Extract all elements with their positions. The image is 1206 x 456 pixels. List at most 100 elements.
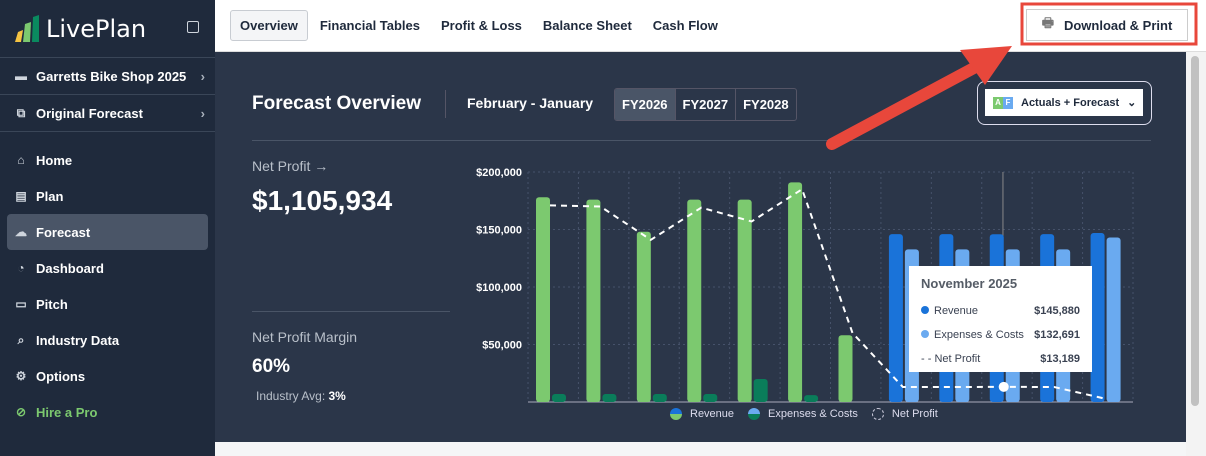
tooltip-label: Revenue <box>934 305 979 317</box>
tab-financial-tables[interactable]: Financial Tables <box>319 18 421 33</box>
fiscal-year-tabs: FY2026 FY2027 FY2028 <box>614 88 797 121</box>
industry-average: Industry Avg: 3% <box>256 389 346 403</box>
download-print-button[interactable]: 🖶 Download & Print <box>1026 9 1188 41</box>
nav-label: Hire a Pro <box>36 404 98 420</box>
legend-revenue[interactable]: Revenue <box>670 408 734 420</box>
nav-industry-data[interactable]: ⌕ Industry Data <box>7 322 208 358</box>
tooltip-value: $132,691 <box>1034 329 1080 341</box>
expenses-bar <box>552 393 566 402</box>
expenses-bar <box>753 379 768 402</box>
forecast-chart: $50,000 $100,000 $150,000 $200,000 <box>476 167 1134 403</box>
compass-icon: ⊘ <box>15 405 27 419</box>
scrollbar[interactable] <box>1186 52 1206 456</box>
nav-label: Industry Data <box>36 332 120 348</box>
y-tick-label: $50,000 <box>482 340 522 352</box>
legend-net-profit[interactable]: Net Profit <box>871 408 938 420</box>
nav-forecast[interactable]: ☁ Forecast <box>7 214 208 250</box>
expenses-bar <box>1106 237 1121 402</box>
nav-label: Dashboard <box>36 260 104 276</box>
nav-options[interactable]: ⚙ Options <box>7 358 208 394</box>
y-tick-label: $200,000 <box>476 167 522 179</box>
tooltip-row: Revenue $145,880 <box>921 299 1080 323</box>
tab-balance-sheet[interactable]: Balance Sheet <box>542 18 632 33</box>
net-profit-value: $1,105,934 <box>252 185 393 216</box>
tooltip-label: - - Net Profit <box>921 353 981 365</box>
book-icon: ▤ <box>15 189 27 203</box>
tooltip-value: $145,880 <box>1034 305 1080 317</box>
revenue-bar <box>687 199 702 402</box>
forecast-icon: ☁ <box>15 225 27 239</box>
copy-icon: ⧉ <box>16 105 26 120</box>
nav-hire-a-pro[interactable]: ⊘ Hire a Pro <box>7 394 208 430</box>
industry-value: 3% <box>328 389 346 403</box>
net-profit-margin-value: 60% <box>252 356 291 377</box>
store-icon: ▬ <box>15 69 27 83</box>
net-profit-swatch-icon <box>871 408 884 420</box>
tooltip-value: $13,189 <box>1040 353 1080 365</box>
logo-text: LivePlan <box>46 14 147 43</box>
collapse-sidebar-icon[interactable] <box>187 21 199 33</box>
monitor-icon: ▭ <box>15 297 27 311</box>
period-label: February - January <box>467 95 594 111</box>
chevron-down-icon: ⌄ <box>1127 97 1137 109</box>
page-bottom <box>215 442 1186 456</box>
gear-icon: ⚙ <box>15 369 27 383</box>
scrollbar-thumb[interactable] <box>1191 56 1199 406</box>
nav-label: Options <box>36 368 86 384</box>
forecast-selector[interactable]: ⧉ Original Forecast › <box>0 95 215 132</box>
chevron-right-icon: › <box>200 105 205 121</box>
badge-a: A <box>993 96 1003 109</box>
page-title: Forecast Overview <box>252 93 421 114</box>
legend-label: Revenue <box>690 408 735 420</box>
top-tabs: Overview Financial Tables Profit & Loss … <box>215 0 1206 52</box>
badge-f: F <box>1003 96 1013 109</box>
expenses-dot-icon <box>921 330 929 338</box>
company-selector[interactable]: ▬ Garretts Bike Shop 2025 › <box>0 58 215 95</box>
home-icon: ⌂ <box>17 153 25 167</box>
tab-profit-loss[interactable]: Profit & Loss <box>441 18 522 33</box>
nav-dashboard[interactable]: ◔ Dashboard <box>7 250 208 286</box>
tab-cash-flow[interactable]: Cash Flow <box>652 18 718 33</box>
gauge-icon: ◔ <box>17 261 25 275</box>
legend-expenses[interactable]: Expenses & Costs <box>748 408 858 420</box>
forecast-name: Original Forecast <box>36 105 143 121</box>
revenue-dot-icon <box>921 306 929 314</box>
industry-label: Industry Avg: <box>256 389 326 403</box>
revenue-bar <box>586 199 601 402</box>
tab-fy2028[interactable]: FY2028 <box>743 97 789 112</box>
printer-icon: 🖶 <box>1041 15 1054 30</box>
expenses-bar <box>652 393 667 402</box>
nav-label: Pitch <box>36 296 68 312</box>
chevron-right-icon: › <box>200 68 205 84</box>
tab-overview[interactable]: Overview <box>230 10 308 41</box>
revenue-bar <box>788 182 803 402</box>
y-tick-label: $150,000 <box>476 225 522 237</box>
expenses-bar <box>804 395 819 402</box>
nav-label: Forecast <box>36 224 91 240</box>
chart-legend: Revenue Expenses & Costs Net Profit <box>670 408 938 420</box>
revenue-bar <box>838 335 853 402</box>
net-profit-margin-label: Net Profit Margin <box>252 329 358 345</box>
nav-plan[interactable]: ▤ Plan <box>7 178 208 214</box>
nav-home[interactable]: ⌂ Home <box>7 142 208 178</box>
search-icon: ⌕ <box>17 332 25 347</box>
revenue-bar <box>888 234 903 402</box>
tab-fy2027[interactable]: FY2027 <box>676 89 737 120</box>
tooltip-title: November 2025 <box>921 276 1018 291</box>
tooltip-label: Expenses & Costs <box>934 329 1024 341</box>
tab-fy2026[interactable]: FY2026 <box>615 89 676 120</box>
net-profit-link[interactable]: Net Profit → <box>252 158 329 174</box>
download-label: Download & Print <box>1063 17 1173 33</box>
chart-tooltip: November 2025 Revenue $145,880 Expenses &… <box>909 266 1092 372</box>
y-tick-label: $100,000 <box>476 282 522 294</box>
view-label: Actuals + Forecast <box>1021 96 1120 109</box>
divider <box>445 90 446 118</box>
nav-pitch[interactable]: ▭ Pitch <box>7 286 208 322</box>
revenue-bar <box>737 199 752 402</box>
legend-label: Net Profit <box>891 408 938 420</box>
logo[interactable]: LivePlan <box>0 0 215 58</box>
expenses-bar <box>602 393 617 402</box>
